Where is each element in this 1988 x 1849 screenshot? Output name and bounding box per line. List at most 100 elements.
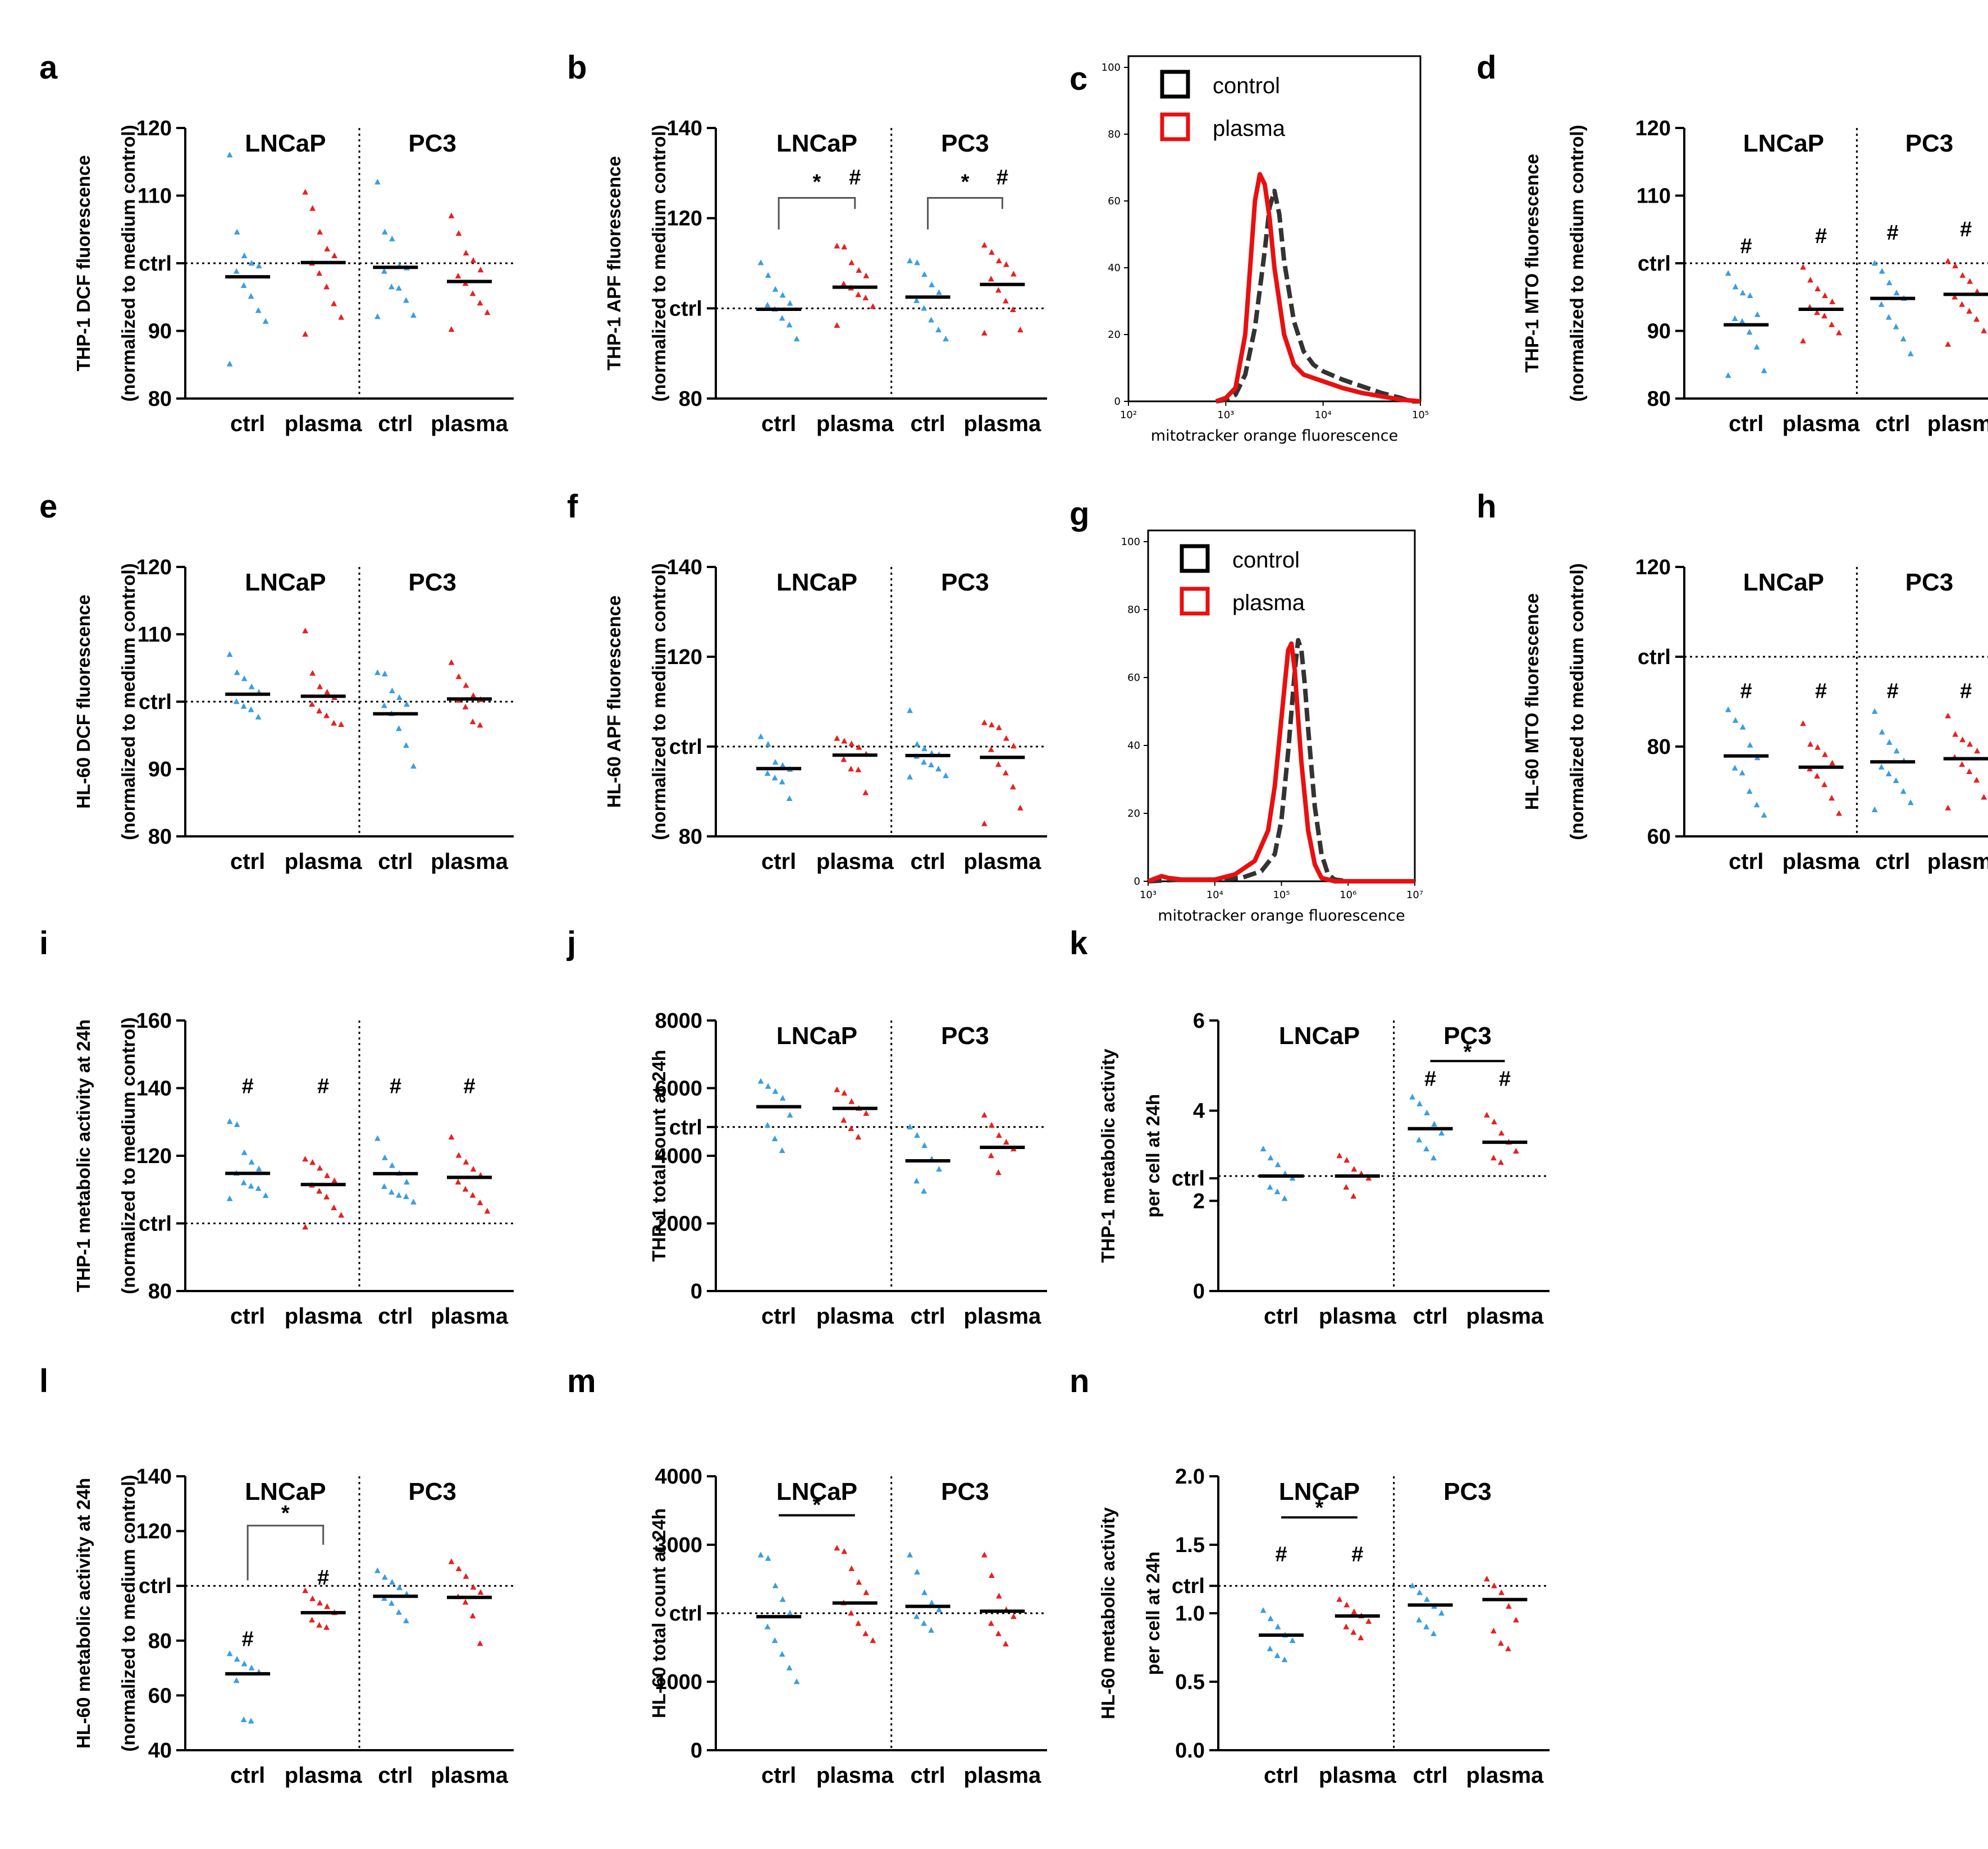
star-mark: *: [1464, 1040, 1472, 1064]
data-point: [403, 297, 409, 303]
panel-d: d THP-1 MTO fluorescence (normalized to me…: [1477, 49, 1988, 436]
data-point: [448, 326, 455, 332]
data-point: [862, 1630, 869, 1636]
panel-g: g 0 20 40 60 80 100 10³ 10⁴ 10⁵ 10⁶ 10⁷mitotracker …: [1070, 496, 1423, 924]
data-point: [396, 725, 402, 731]
data-point: [981, 1111, 988, 1118]
data-point: [324, 1172, 331, 1178]
data-point: [863, 1110, 870, 1116]
data-point: [1815, 285, 1821, 291]
data-point: [1260, 1145, 1267, 1152]
data-point: [1761, 367, 1767, 373]
data-point: [226, 1118, 233, 1124]
data-point: [1886, 279, 1893, 286]
x-category-label: plasma: [285, 411, 363, 436]
data-point: [1424, 1596, 1430, 1602]
y-tick-label: 110: [138, 623, 172, 647]
data-point: [462, 1186, 469, 1192]
x-tick-label: 10³: [1140, 889, 1157, 901]
data-point: [779, 1596, 786, 1602]
hash-mark: #: [1815, 225, 1827, 248]
data-point: [324, 689, 331, 695]
y-tick-label: 110: [1637, 185, 1671, 208]
data-point: [1260, 1607, 1267, 1613]
y-tick-label: ctrl: [669, 1602, 702, 1626]
hash-mark: #: [1815, 680, 1827, 703]
x-category-label: plasma: [431, 1304, 509, 1329]
panel-f: f HL-60 APF fluorescence (normalized to me…: [567, 488, 1047, 874]
data-point: [1800, 337, 1806, 344]
legend-swatch-plasma: [1160, 112, 1190, 141]
x-tick-label: 10⁵: [1273, 889, 1290, 901]
x-axis-title: mitotracker orange fluorescence: [1158, 907, 1405, 924]
y-tick-label: 100: [1102, 62, 1121, 74]
data-point: [389, 1600, 395, 1606]
y-tick-label: 80: [679, 825, 702, 849]
data-point: [921, 271, 927, 277]
data-point: [907, 1123, 913, 1129]
y-axis-title: HL-60 APF fluorescence: [604, 596, 624, 808]
y-tick-label: 90: [148, 320, 172, 344]
data-point: [1747, 292, 1753, 299]
data-point: [462, 703, 469, 710]
data-point: [757, 733, 764, 739]
y-tick-label: 20: [1108, 329, 1121, 341]
data-point: [234, 228, 240, 235]
data-point: [786, 1664, 793, 1670]
data-point: [914, 259, 920, 266]
data-point: [921, 1188, 927, 1194]
y-tick-label: 6: [1193, 1009, 1205, 1033]
data-point: [907, 774, 913, 780]
y-tick-label: ctrl: [139, 1212, 172, 1236]
data-point: [410, 312, 417, 318]
control-histogram-curve: [1148, 638, 1415, 884]
data-point: [455, 1178, 461, 1185]
data-point: [1497, 1159, 1504, 1165]
x-category-label: ctrl: [761, 411, 796, 436]
y-axis-title: (normalized to medium control): [118, 563, 139, 840]
x-category-label: plasma: [1319, 1304, 1397, 1329]
data-point: [1761, 812, 1767, 818]
data-point: [1731, 765, 1738, 771]
data-point: [1731, 315, 1738, 322]
data-point: [981, 719, 988, 725]
data-point: [455, 673, 462, 679]
y-axis-title: THP-1 total count at 24h: [648, 1050, 669, 1262]
legend-label-plasma: plasma: [1232, 591, 1305, 615]
y-tick-label: 1.5: [1175, 1534, 1205, 1557]
data-point: [848, 1565, 855, 1571]
y-tick-label: 80: [148, 387, 172, 411]
data-point: [381, 702, 387, 708]
histogram-frame: [1127, 55, 1422, 402]
x-category-label: ctrl: [1875, 849, 1910, 874]
data-point: [448, 1558, 455, 1564]
x-tick-label: 10⁶: [1340, 889, 1356, 901]
data-point: [1431, 1120, 1437, 1127]
data-point: [1336, 1152, 1343, 1159]
data-point: [848, 1610, 854, 1616]
data-point: [1878, 301, 1885, 307]
data-point: [1438, 1610, 1445, 1616]
hash-mark: #: [1887, 221, 1899, 245]
data-point: [382, 1574, 388, 1580]
data-point: [1490, 1155, 1497, 1161]
data-point: [234, 1121, 240, 1127]
data-point: [1281, 1195, 1288, 1201]
x-category-label: plasma: [285, 849, 363, 874]
y-tick-label: 140: [136, 1465, 172, 1489]
data-point: [981, 241, 988, 248]
y-tick-label: 120: [136, 556, 172, 579]
x-tick-label: 10³: [1217, 409, 1234, 421]
y-tick-label: ctrl: [1172, 1575, 1205, 1598]
data-point: [1416, 1100, 1423, 1106]
data-point: [1002, 1640, 1009, 1647]
data-point: [484, 1207, 491, 1214]
data-point: [765, 272, 771, 278]
data-point: [1907, 799, 1914, 805]
data-point: [935, 326, 942, 333]
x-tick-label: 10⁵: [1412, 409, 1429, 421]
y-axis-title: THP-1 MTO fluorescence: [1521, 154, 1542, 373]
data-point: [1267, 1645, 1273, 1651]
data-point: [841, 1090, 848, 1096]
data-point: [779, 315, 785, 321]
